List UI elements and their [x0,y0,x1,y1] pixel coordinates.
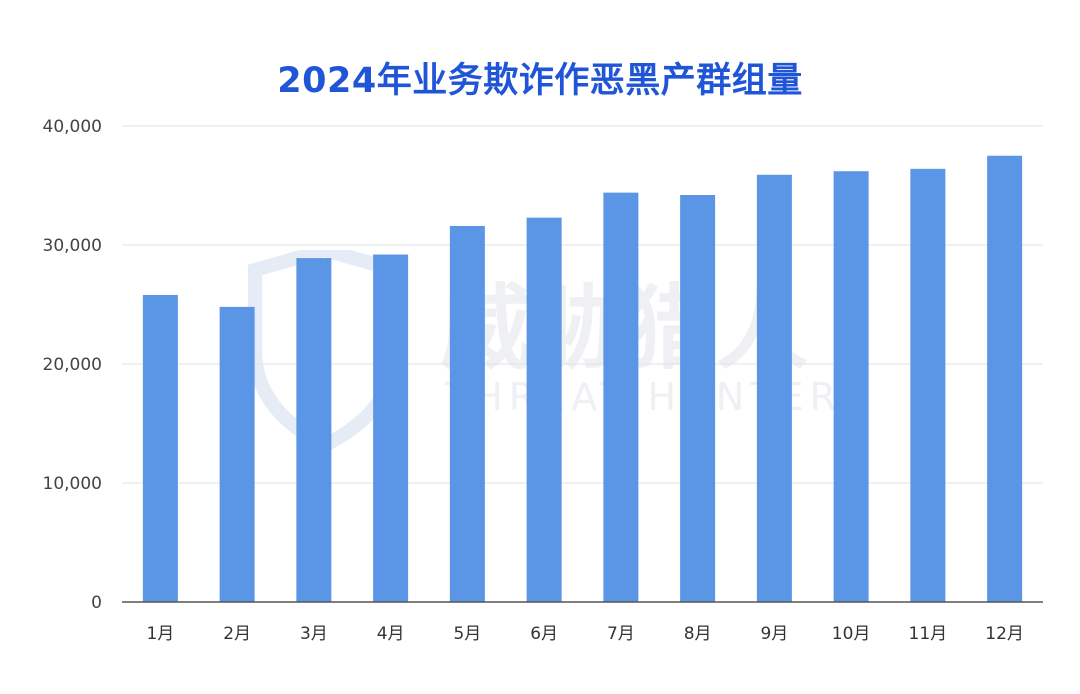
bar [219,306,255,602]
bar [833,171,869,602]
bar [449,225,485,602]
x-tick-label: 1月 [146,624,174,644]
bar [142,294,178,602]
bar [373,254,409,602]
bar [680,195,716,602]
x-tick-label: 8月 [684,624,712,644]
x-tick-label: 7月 [607,624,635,644]
x-tick-label: 6月 [530,624,558,644]
bar [603,192,639,602]
bar [910,168,946,602]
y-tick-label: 10,000 [43,474,102,494]
x-tick-label: 4月 [377,624,405,644]
x-tick-label: 5月 [453,624,481,644]
x-tick-label: 11月 [909,624,948,644]
x-tick-label: 2月 [223,624,251,644]
bar [526,217,562,602]
y-tick-label: 40,000 [43,117,102,137]
y-tick-label: 0 [91,593,102,613]
bar [987,155,1023,602]
x-tick-label: 3月 [300,624,328,644]
chart-title: 2024年业务欺诈作恶黑产群组量 [277,61,803,101]
x-tick-label: 12月 [985,624,1024,644]
bar [296,258,332,602]
x-tick-label: 10月 [832,624,871,644]
bar [756,174,792,603]
y-tick-label: 20,000 [43,355,102,375]
y-tick-label: 30,000 [43,236,102,256]
x-tick-label: 9月 [760,624,788,644]
